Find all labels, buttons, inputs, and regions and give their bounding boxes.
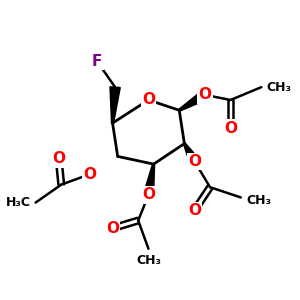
Text: F: F: [92, 54, 102, 69]
Text: H₃C: H₃C: [5, 196, 31, 209]
Polygon shape: [143, 164, 155, 196]
Text: O: O: [83, 167, 96, 182]
Text: O: O: [52, 152, 65, 166]
Text: O: O: [188, 154, 201, 169]
Text: O: O: [142, 188, 155, 202]
Polygon shape: [110, 87, 120, 123]
Text: O: O: [142, 92, 155, 107]
Polygon shape: [184, 143, 199, 164]
Polygon shape: [179, 91, 208, 111]
Text: O: O: [188, 203, 201, 218]
Text: O: O: [224, 121, 237, 136]
Text: CH₃: CH₃: [136, 254, 161, 267]
Text: CH₃: CH₃: [246, 194, 271, 206]
Text: O: O: [106, 221, 119, 236]
Text: O: O: [198, 87, 212, 102]
Text: CH₃: CH₃: [266, 81, 291, 94]
